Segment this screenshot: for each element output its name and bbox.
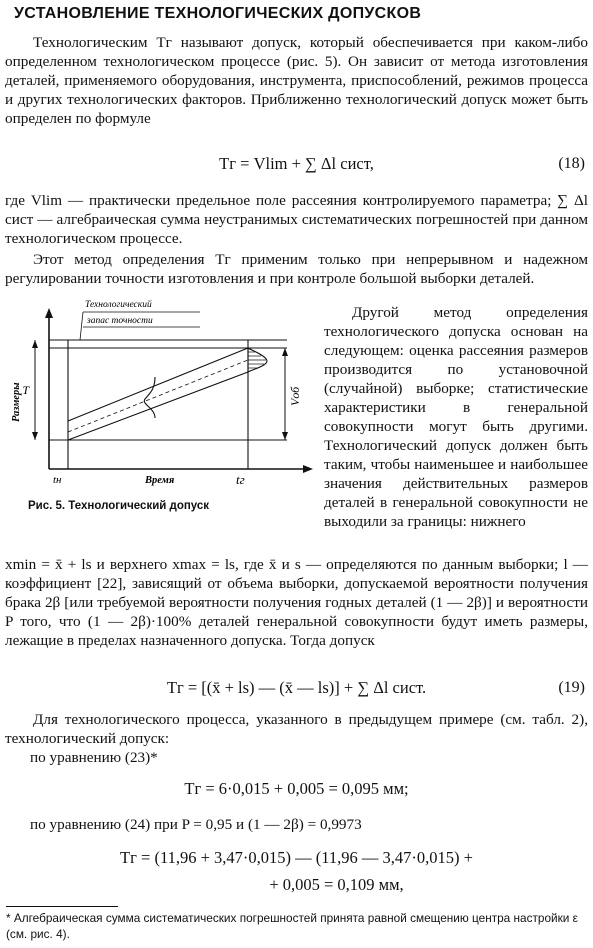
paragraph-limits: xmin = x̄ + ls и верхнего xmax = ls, где…: [5, 555, 588, 650]
Vob-arrow-bottom: [282, 432, 288, 440]
T-arrow-bottom: [32, 432, 38, 440]
annotation-line-2: запас точности: [86, 316, 153, 326]
T-arrow-top: [32, 340, 38, 348]
Vob-label: Vоб: [288, 386, 302, 406]
x-axis-arrow: [303, 465, 313, 473]
end-distribution-curve: [247, 346, 268, 374]
footnote-rule: [6, 906, 118, 907]
equation-number-18: (18): [558, 155, 585, 172]
equation-18: Tг = Vlim + ∑ Δl сист,: [0, 154, 593, 173]
y-axis-label: Размеры: [11, 383, 22, 423]
x-axis-label: Время: [144, 475, 175, 486]
paragraph-text: xmin = x̄ + ls и верхнего xmax = ls, где…: [5, 556, 588, 649]
equation-text: + 0,005 = 0,109 мм,: [269, 875, 404, 894]
paragraph-text: Технологическим Tг называют допуск, кото…: [5, 34, 588, 127]
equation-text: Tг = [(x̄ + ls) — (x̄ — ls)] + ∑ Δl сист…: [166, 678, 427, 697]
paragraph-text: по уравнению (23)*: [30, 749, 158, 766]
T-label: T: [22, 383, 30, 397]
middle-distribution-curve: [143, 376, 156, 419]
equation-24-line-2: + 0,005 = 0,109 мм,: [40, 875, 593, 894]
paragraph-text: Другой метод определения технологическог…: [324, 304, 588, 530]
footnote: * Алгебраическая сумма систематических п…: [6, 911, 578, 941]
band-upper-edge: [67, 347, 249, 422]
band-lower-edge: [67, 371, 249, 441]
paragraph-definition: Технологическим Tг называют допуск, кото…: [5, 33, 588, 128]
paragraph-text: по уравнению (24) при P = 0,95 и (1 — 2β…: [30, 816, 362, 833]
annotation-line-1: Технологический: [85, 299, 152, 310]
paragraph-example: Для технологического процесса, указанног…: [5, 710, 588, 748]
paragraph-text: Этот метод определения Tг применим тольк…: [5, 251, 588, 287]
equation-text: Tг = 6·0,015 + 0,005 = 0,095 мм;: [184, 779, 409, 798]
equation-19: Tг = [(x̄ + ls) — (x̄ — ls)] + ∑ Δl сист…: [0, 678, 593, 697]
paragraph-text: где Vlim — практически предельное поле р…: [5, 192, 588, 247]
tr-label: tг: [236, 472, 245, 487]
paragraph-eq23-ref: по уравнению (23)*: [30, 748, 585, 767]
end-distribution-hatching: [248, 351, 266, 369]
figure-technological-tolerance: T Vоб Размеры Время tн tг Технологически…: [11, 299, 313, 487]
section-heading: УСТАНОВЛЕНИЕ ТЕХНОЛОГИЧЕСКИХ ДОПУСКОВ: [14, 5, 422, 22]
annotation-leader: [79, 311, 84, 341]
paragraph-method-two: Другой метод определения технологическог…: [324, 303, 588, 531]
equation-24-line-1: Tг = (11,96 + 3,47·0,015) — (11,96 — 3,4…: [0, 848, 593, 867]
band-center-line: [67, 359, 249, 433]
paragraph-eq24-ref: по уравнению (24) при P = 0,95 и (1 — 2β…: [30, 815, 585, 834]
paragraph-method-one: Этот метод определения Tг применим тольк…: [5, 250, 588, 288]
equation-23-result: Tг = 6·0,015 + 0,005 = 0,095 мм;: [0, 779, 593, 798]
paragraph-text: Для технологического процесса, указанног…: [5, 711, 588, 747]
paragraph-where: где Vlim — практически предельное поле р…: [5, 191, 588, 248]
Vob-arrow-top: [282, 348, 288, 356]
equation-number-19: (19): [558, 679, 585, 696]
t0-label: tн: [53, 474, 62, 486]
figure-caption: Рис. 5. Технологический допуск: [28, 500, 210, 512]
equation-text: Tг = (11,96 + 3,47·0,015) — (11,96 — 3,4…: [120, 848, 473, 867]
y-axis-arrow: [45, 308, 53, 318]
equation-text: Tг = Vlim + ∑ Δl сист,: [219, 154, 374, 173]
